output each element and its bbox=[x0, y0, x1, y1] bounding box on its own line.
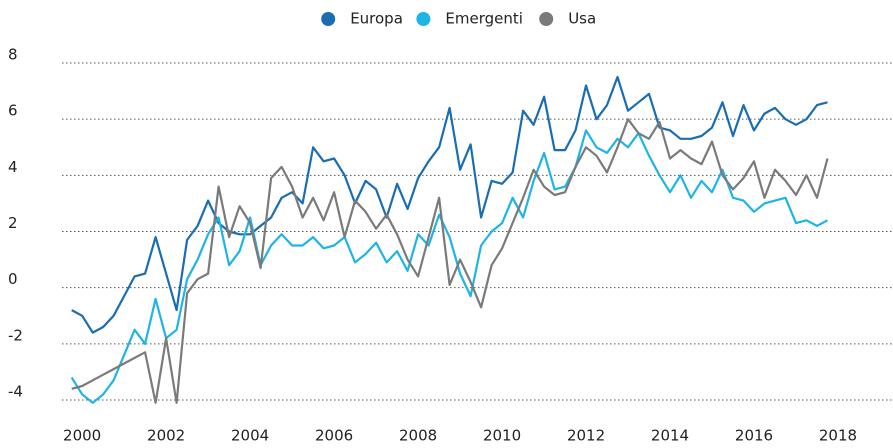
legend-label: Europa bbox=[350, 10, 403, 28]
legend-swatch bbox=[416, 12, 431, 26]
line-series bbox=[70, 129, 829, 404]
line-series bbox=[71, 75, 828, 334]
y-tick-label: 8 bbox=[8, 46, 18, 64]
x-tick-label: 2000 bbox=[63, 427, 101, 445]
y-tick-label: -2 bbox=[8, 326, 23, 344]
legend-label: Emergenti bbox=[445, 10, 523, 28]
y-tick-label: -4 bbox=[8, 383, 23, 401]
legend-swatch bbox=[321, 12, 336, 26]
x-tick-label: 2008 bbox=[399, 427, 437, 445]
x-tick-label: 2012 bbox=[567, 427, 605, 445]
legend-label: Usa bbox=[568, 10, 596, 28]
line-series bbox=[71, 118, 829, 404]
x-tick-label: 2006 bbox=[315, 427, 353, 445]
y-tick-label: 0 bbox=[8, 270, 18, 288]
x-tick-label: 2002 bbox=[147, 427, 185, 445]
x-tick-label: 2016 bbox=[735, 427, 773, 445]
y-tick-label: 4 bbox=[8, 158, 18, 176]
x-tick-label: 2018 bbox=[819, 427, 857, 445]
x-tick-label: 2004 bbox=[231, 427, 269, 445]
legend-swatch bbox=[539, 12, 554, 26]
y-tick-label: 2 bbox=[8, 214, 18, 232]
x-tick-label: 2010 bbox=[483, 427, 521, 445]
y-tick-label: 6 bbox=[8, 102, 18, 120]
x-tick-label: 2014 bbox=[651, 427, 689, 445]
